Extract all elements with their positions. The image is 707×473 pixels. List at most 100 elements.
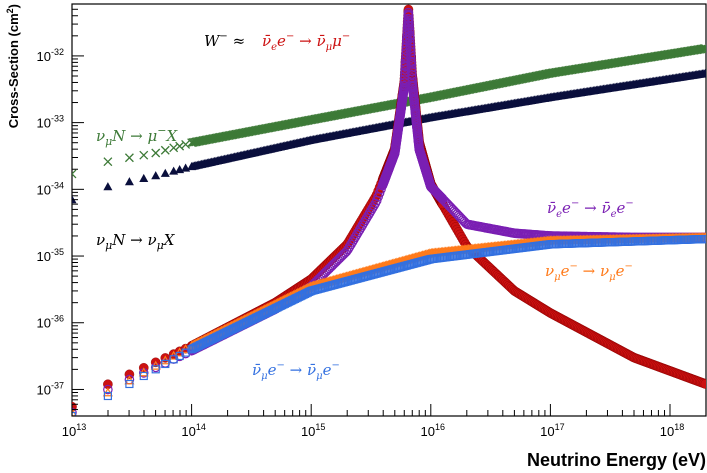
data-point	[357, 220, 368, 230]
data-point	[701, 234, 706, 244]
x-tick-label: 1018	[660, 422, 684, 439]
annotation-3: νμN → νμX	[96, 231, 176, 252]
data-point	[151, 171, 161, 180]
data-point	[404, 27, 415, 37]
annotation-2: νμN → μ−X	[96, 124, 178, 148]
data-point	[151, 148, 161, 158]
series-4	[72, 232, 706, 416]
data-point	[400, 55, 411, 65]
data-point	[103, 182, 113, 191]
data-point	[404, 24, 415, 34]
data-point	[699, 44, 706, 54]
data-point	[169, 143, 179, 153]
data-point	[400, 71, 410, 81]
data-point	[400, 58, 411, 69]
x-axis-title: Neutrino Energy (eV)	[527, 450, 706, 470]
data-point	[405, 37, 415, 47]
tick-layer	[71, 3, 707, 417]
annotation-4: ν̄ee− → ν̄ee−	[547, 198, 634, 220]
data-point	[124, 153, 134, 163]
data-point	[103, 384, 113, 395]
data-point	[346, 239, 356, 250]
x-tick-label: 1015	[301, 422, 325, 439]
data-point	[150, 362, 161, 373]
plot-frame	[71, 3, 707, 417]
data-point	[405, 40, 416, 51]
data-point	[343, 244, 353, 255]
series-5	[72, 234, 706, 416]
data-point	[700, 43, 706, 53]
data-layer	[72, 4, 706, 416]
data-point	[103, 391, 112, 401]
data-point	[354, 225, 365, 235]
y-tick-label: 10-33	[37, 114, 64, 131]
data-point	[406, 53, 416, 64]
data-point	[405, 43, 416, 54]
data-point	[139, 173, 149, 183]
data-point	[700, 68, 706, 77]
y-tick-label: 10-37	[37, 380, 64, 397]
data-point	[124, 177, 134, 186]
y-tick-label: 10-35	[37, 247, 64, 264]
data-point	[347, 237, 358, 247]
y-tick-label: 10-36	[37, 314, 64, 331]
x-tick-label: 1017	[540, 422, 564, 439]
data-point	[437, 194, 448, 204]
data-point	[175, 141, 185, 151]
y-tick-label: 10-32	[37, 47, 64, 64]
data-point	[361, 213, 372, 223]
data-point	[405, 50, 416, 60]
data-point	[160, 168, 170, 177]
annotation-0: W− ≈	[204, 31, 245, 50]
data-point	[406, 60, 417, 70]
label-layer: 1013 1014 1015 1016 1017 1018 10-37 10-36 10-35 1…	[5, 4, 706, 470]
data-point	[72, 169, 77, 179]
data-point	[360, 215, 371, 226]
data-point	[405, 46, 416, 57]
data-point	[351, 230, 362, 240]
data-point	[406, 56, 416, 67]
data-point	[363, 210, 373, 221]
data-point	[367, 203, 378, 214]
data-point	[407, 73, 417, 83]
data-point	[404, 17, 414, 28]
y-axis-title: Cross-Section (cm2)	[5, 4, 21, 128]
data-point	[160, 145, 170, 155]
data-point	[400, 61, 411, 72]
data-point	[404, 20, 414, 31]
data-point	[353, 227, 363, 238]
data-point	[356, 222, 366, 233]
data-point	[403, 14, 414, 24]
annotation-6: ν̄μe− → ν̄μe−	[252, 360, 340, 382]
data-point	[400, 64, 411, 75]
data-point	[406, 66, 417, 77]
data-point	[103, 157, 113, 167]
x-tick-label: 1013	[62, 422, 86, 439]
data-point	[400, 68, 410, 78]
data-point	[161, 359, 170, 369]
data-point	[348, 234, 359, 245]
data-point	[698, 44, 706, 54]
data-point	[350, 232, 361, 243]
plot-border	[71, 3, 707, 417]
series-1	[72, 68, 706, 204]
data-point	[344, 242, 355, 252]
y-tick-label: 10-34	[37, 180, 64, 197]
data-point	[404, 30, 415, 41]
data-point	[139, 150, 149, 160]
data-point	[700, 379, 706, 389]
data-point	[366, 205, 376, 216]
data-point	[125, 379, 134, 389]
annotation-layer: W− ≈ ν̄ee− → ν̄μμ− νμN → μ−X νμN → νμX ν̄ee…	[96, 31, 634, 382]
data-point	[364, 208, 375, 218]
data-point	[181, 139, 191, 149]
data-point	[139, 371, 148, 381]
data-point	[403, 7, 414, 18]
annotation-5: νμe− → νμe−	[545, 261, 633, 283]
data-point	[369, 201, 379, 211]
x-tick-label: 1016	[421, 422, 445, 439]
data-point	[406, 63, 417, 73]
data-point	[124, 369, 135, 380]
series-0	[72, 43, 706, 179]
